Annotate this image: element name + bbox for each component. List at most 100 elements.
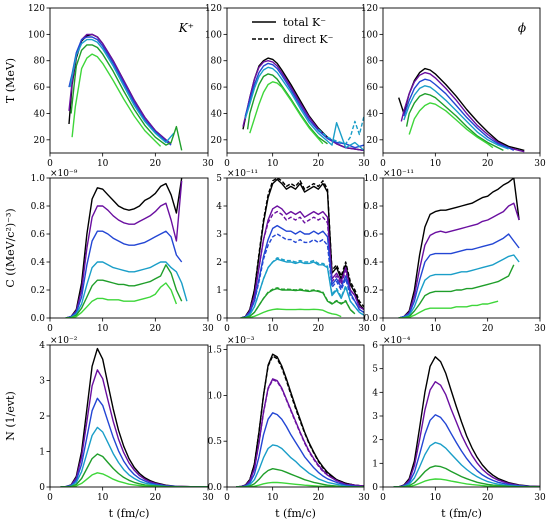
x-tick-label: 10 xyxy=(267,493,279,503)
y-tick-label: 0.0 xyxy=(208,483,223,493)
x-tick-label: 10 xyxy=(430,324,442,334)
series-line-3 xyxy=(65,261,188,318)
y-tick-label: 2 xyxy=(372,436,378,446)
y-tick-label: 1.5 xyxy=(208,346,223,356)
series-line-1 xyxy=(68,33,172,145)
legend: total K⁻ direct K⁻ xyxy=(252,16,334,46)
series-line-3 xyxy=(244,66,364,151)
y-tick-label: 100 xyxy=(205,30,222,40)
series-line-3 xyxy=(398,254,520,318)
x-tick-label: 20 xyxy=(150,159,162,169)
y-tick-label: 20 xyxy=(367,136,379,146)
series-line-1 xyxy=(393,381,540,487)
series-line-5 xyxy=(408,102,494,149)
axes-frame xyxy=(226,7,365,154)
series-group xyxy=(240,178,364,318)
axes-frame xyxy=(382,177,541,319)
y-tick-label: 0.6 xyxy=(364,230,379,240)
y-tick-label: 60 xyxy=(211,83,223,93)
series-line-2 xyxy=(65,230,183,318)
axes-frame xyxy=(49,344,209,488)
y-tick-label: 120 xyxy=(28,4,45,14)
series-line-2 xyxy=(240,205,364,318)
x-tick-label: 30 xyxy=(358,493,370,503)
y-tick-label: 0 xyxy=(39,483,45,493)
series-line-2 xyxy=(244,62,364,149)
y-tick-label: 40 xyxy=(34,109,46,119)
x-tick-label: 30 xyxy=(358,324,370,334)
y-axis-label: N (1/evt) xyxy=(4,391,17,441)
series-line-1 xyxy=(398,202,520,318)
y-tick-label: 0.0 xyxy=(364,314,379,324)
series-line-0 xyxy=(393,356,540,487)
y-tick-label: 40 xyxy=(211,109,223,119)
x-tick-label: 30 xyxy=(202,324,214,334)
series-line-1 xyxy=(240,178,364,318)
series-line-6 xyxy=(317,115,364,145)
x-tick-label: 0 xyxy=(47,324,53,334)
y-tick-label: 20 xyxy=(211,136,223,146)
series-line-5 xyxy=(65,282,178,318)
axes-frame xyxy=(49,7,209,154)
axis-exponent: ×10⁻³ xyxy=(227,336,255,346)
series-line-2 xyxy=(68,36,172,146)
series-line-5 xyxy=(398,300,499,318)
legend-label: direct K⁻ xyxy=(283,33,334,46)
y-tick-label: 5 xyxy=(216,174,222,184)
panel-annotation: ϕ xyxy=(518,21,526,35)
x-axis-label: t (fm/c) xyxy=(109,507,150,520)
y-tick-label: 100 xyxy=(361,30,378,40)
x-tick-label: 20 xyxy=(482,493,494,503)
series-line-4 xyxy=(236,412,364,487)
series-line-5 xyxy=(71,53,162,147)
y-tick-label: 1.0 xyxy=(31,174,46,184)
series-line-2 xyxy=(393,414,540,487)
series-line-4 xyxy=(393,465,540,487)
series-group xyxy=(68,33,183,151)
x-tick-label: 0 xyxy=(47,159,53,169)
series-group xyxy=(60,347,208,487)
x-tick-label: 30 xyxy=(534,324,546,334)
series-line-3 xyxy=(403,85,509,150)
y-tick-label: 4 xyxy=(39,341,45,351)
axes-frame xyxy=(382,7,541,154)
axes-frame xyxy=(226,177,365,319)
series-line-9 xyxy=(240,287,356,318)
y-tick-label: 0.6 xyxy=(31,230,46,240)
y-tick-label: 2 xyxy=(216,258,222,268)
axes-frame xyxy=(49,177,209,319)
panel-r1-c2: 0 10 20 30 0.0 0.2 0.4 0.6 0.8 1.0 ×10⁻¹¹ xyxy=(364,169,546,334)
y-tick-label: 60 xyxy=(367,83,379,93)
x-tick-label: 10 xyxy=(97,159,109,169)
panel-r1-c1: 0 10 20 30 0 1 2 3 4 5 ×10⁻¹¹ xyxy=(216,169,370,334)
y-tick-label: 0.2 xyxy=(31,286,45,296)
x-tick-label: 10 xyxy=(430,493,442,503)
y-tick-label: 5 xyxy=(372,365,378,375)
series-line-4 xyxy=(65,264,183,318)
y-tick-label: 0.2 xyxy=(364,286,378,296)
y-tick-label: 0.8 xyxy=(31,202,46,212)
y-tick-label: 4 xyxy=(372,388,378,398)
y-tick-label: 0 xyxy=(216,314,222,324)
series-line-2 xyxy=(403,78,515,152)
series-group xyxy=(65,178,188,318)
x-tick-label: 0 xyxy=(380,159,386,169)
y-tick-label: 0.4 xyxy=(364,258,379,268)
y-tick-label: 0.4 xyxy=(31,258,46,268)
series-line-10 xyxy=(240,308,342,318)
x-tick-label: 0 xyxy=(224,324,230,334)
y-tick-label: 1 xyxy=(39,448,45,458)
series-line-4 xyxy=(70,44,183,151)
series-line-0 xyxy=(242,57,364,152)
panel-r0-c2: 0 10 20 30 20 40 60 80 100 120 ϕ xyxy=(361,4,546,169)
y-tick-label: 60 xyxy=(34,83,46,93)
y-tick-label: 120 xyxy=(205,4,222,14)
series-line-3 xyxy=(69,38,175,144)
series-group xyxy=(398,67,525,153)
panel-r2-c1: 0 10 20 30 0.0 0.5 1.0 1.5 ×10⁻³ t (fm/c) xyxy=(208,336,370,520)
y-tick-label: 3 xyxy=(39,377,45,387)
x-tick-label: 0 xyxy=(47,493,53,503)
x-tick-label: 20 xyxy=(313,493,325,503)
axis-exponent: ×10⁻⁹ xyxy=(50,169,78,179)
